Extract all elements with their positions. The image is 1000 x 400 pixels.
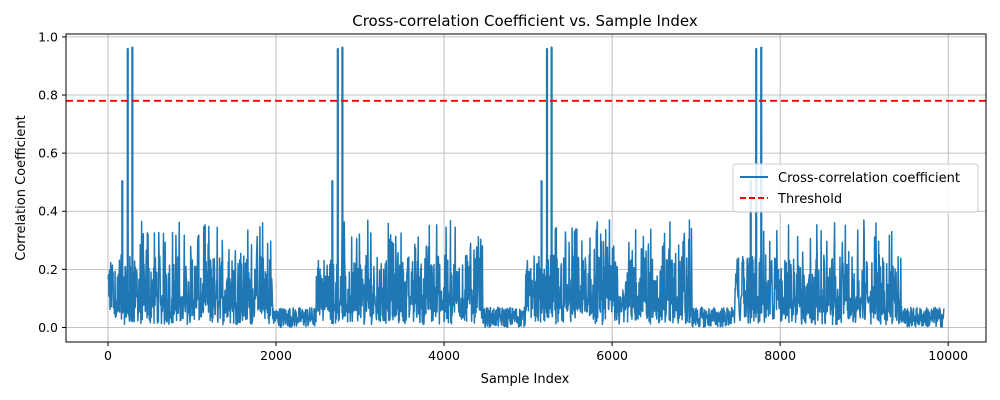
series-line-cross-correlation <box>107 46 945 329</box>
x-axis: 0 2000 4000 6000 8000 10000 <box>104 342 968 363</box>
x-axis-label: Sample Index <box>481 372 570 387</box>
series-cross-correlation <box>107 46 945 329</box>
plot-frame <box>65 33 987 343</box>
legend-label-cross-correlation: Cross-correlation coefficient <box>778 171 960 186</box>
x-tick-label: 4000 <box>428 348 460 363</box>
chart-title: Cross-correlation Coefficient vs. Sample… <box>352 12 698 30</box>
x-tick-label: 8000 <box>764 348 796 363</box>
legend-frame <box>732 163 979 213</box>
x-tick-label: 2000 <box>260 348 292 363</box>
legend[interactable]: Cross-correlation coefficient Threshold <box>732 163 979 213</box>
y-axis-label: Correlation Coefficient <box>14 115 29 261</box>
y-axis: 0.0 0.2 0.4 0.6 0.8 1.0 <box>38 29 66 335</box>
plot-area <box>66 46 986 329</box>
y-tick-label: 0.4 <box>38 204 58 219</box>
y-tick-label: 0.2 <box>38 262 58 277</box>
y-tick-label: 0.8 <box>38 88 58 103</box>
y-tick-label: 1.0 <box>38 29 58 44</box>
x-tick-label: 0 <box>104 348 112 363</box>
y-tick-label: 0.6 <box>38 146 58 161</box>
x-tick-label: 10000 <box>928 348 968 363</box>
y-tick-label: 0.0 <box>38 320 58 335</box>
x-tick-label: 6000 <box>596 348 628 363</box>
legend-label-threshold: Threshold <box>777 192 842 207</box>
